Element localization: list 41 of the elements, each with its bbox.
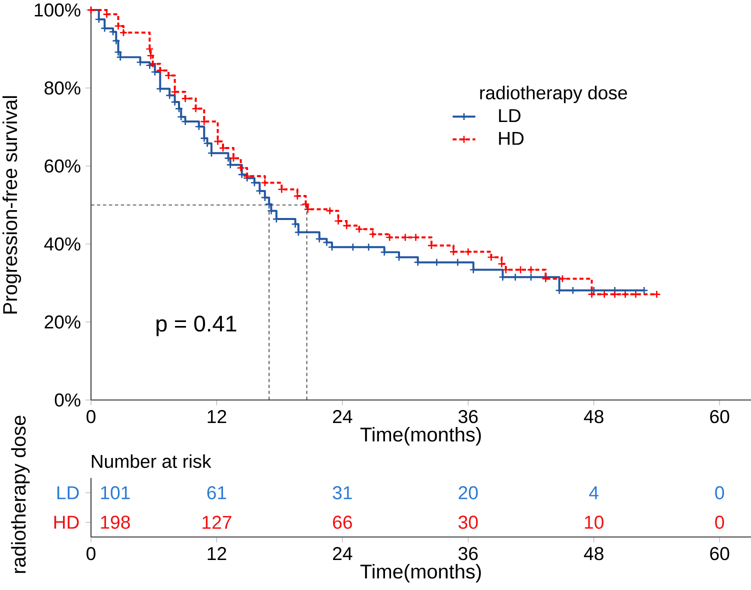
y-axis-title: Progression-free survival	[2, 96, 22, 314]
x-tick-label: 12	[208, 410, 226, 423]
x-axis-title: Time(months)	[360, 426, 481, 446]
y-tick-label: 100%	[34, 3, 80, 17]
x-tick-label: 0	[86, 546, 96, 560]
data-label: 127	[202, 516, 232, 529]
data-label: 31	[332, 486, 352, 500]
data-label: 30	[458, 516, 478, 529]
y-tick-label: 80%	[44, 81, 80, 95]
annotation: p = 0.41	[156, 316, 236, 336]
legend-title: radiotherapy dose	[480, 86, 627, 104]
data-label: 0	[715, 516, 724, 529]
x-tick-label: 12	[208, 546, 226, 560]
x-tick-label: 48	[584, 410, 604, 424]
data-label: 4	[589, 486, 598, 500]
x-tick-label: 24	[333, 410, 352, 423]
legend-label: HD	[499, 132, 524, 145]
x-tick-label: 24	[333, 546, 352, 560]
data-label: 20	[458, 486, 478, 500]
legend-label: LD	[499, 109, 520, 122]
y-tick-label: HD	[54, 516, 79, 529]
x-axis-title: Time(months)	[360, 564, 481, 583]
y-tick-label: 0%	[54, 393, 80, 407]
y-tick-label: 40%	[44, 237, 80, 251]
chart-title: Number at risk	[92, 454, 212, 468]
x-tick-label: 0	[86, 410, 96, 424]
data-label: 198	[101, 516, 130, 529]
data-label: 0	[715, 486, 724, 500]
y-tick-label: LD	[57, 486, 79, 500]
y-tick-label: 20%	[44, 315, 80, 329]
data-label: 10	[584, 516, 604, 529]
data-label: 61	[207, 486, 226, 500]
y-axis-title: radiotherapy dose	[11, 416, 30, 573]
x-tick-label: 60	[710, 546, 730, 560]
x-tick-label: 48	[584, 546, 604, 560]
data-label: 66	[333, 516, 352, 529]
x-tick-label: 36	[458, 546, 478, 560]
data-label: 101	[101, 486, 130, 500]
y-tick-label: 60%	[44, 159, 80, 173]
x-tick-label: 36	[458, 410, 478, 424]
x-tick-label: 60	[710, 410, 730, 424]
